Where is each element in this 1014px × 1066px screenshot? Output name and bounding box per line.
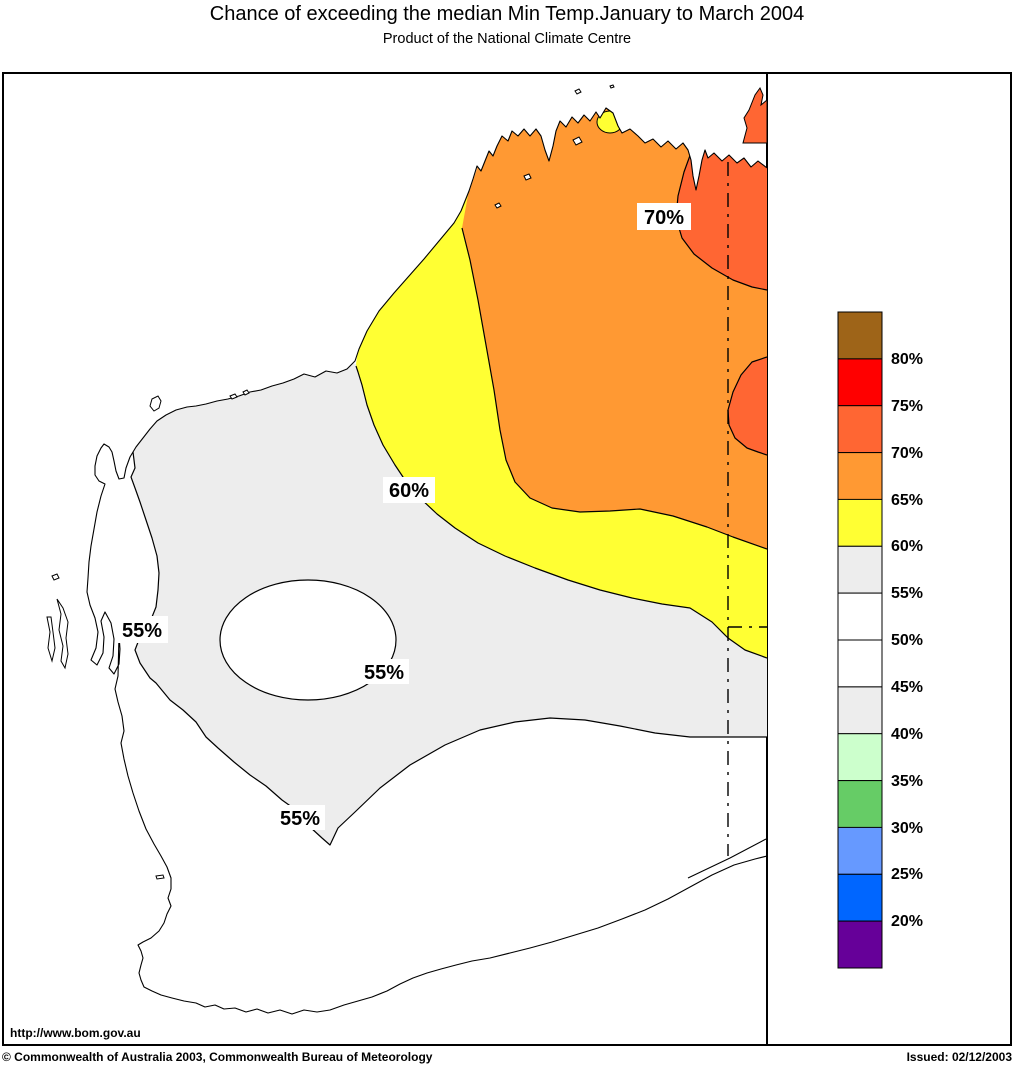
- contour-label-text: 60%: [389, 480, 429, 502]
- contour-label-bg: [383, 477, 435, 503]
- issued-date: Issued: 02/12/2003: [906, 1050, 1012, 1064]
- legend-swatch-60: [837, 545, 883, 594]
- contour-label-text: 55%: [280, 808, 320, 830]
- legend-swatch-30: [837, 826, 883, 875]
- barrow-island: [149, 395, 162, 412]
- legend-label: 30%: [891, 820, 923, 837]
- shark-bay-islet: [51, 573, 60, 581]
- legend-swatch-50: [837, 639, 883, 688]
- contour-70-north: [675, 149, 767, 291]
- contour-label-70: 70%: [637, 203, 691, 230]
- contour-label-bg: [637, 203, 691, 230]
- contour-65: [461, 227, 767, 550]
- legend-swatch-45: [837, 686, 883, 735]
- band-55-60: [131, 362, 767, 845]
- shark-bay-island: [46, 616, 56, 663]
- legend-swatch-35: [837, 780, 883, 828]
- contour-label-55-west: 55%: [116, 616, 168, 643]
- legend-swatch-55: [837, 592, 883, 641]
- legend: 80% 75% 70% 65% 60% 55% 50% 45% 40% 35% …: [837, 311, 923, 969]
- inner-55-contour: [219, 579, 397, 701]
- contour-60: [355, 365, 767, 659]
- legend-label: 70%: [891, 445, 923, 462]
- contour-label-bg: [276, 805, 325, 830]
- legend-swatch-85-plus: [837, 311, 883, 360]
- bight-coast-line: [687, 838, 767, 879]
- dampier-islet: [229, 393, 238, 400]
- kimberley-islet: [572, 136, 583, 146]
- legend-swatch-75: [837, 405, 883, 454]
- legend-swatch-65: [837, 498, 883, 547]
- kimberley-islet: [609, 84, 615, 89]
- legend-swatch-70: [837, 452, 883, 501]
- legend-swatch-40: [837, 733, 883, 782]
- nt-land-corner: [742, 86, 767, 144]
- contour-label-bg: [116, 616, 168, 643]
- contour-label-text: 70%: [644, 207, 684, 229]
- rottnest-island: [155, 874, 165, 880]
- legend-label: 35%: [891, 773, 923, 790]
- contour-label-60: 60%: [383, 477, 435, 503]
- contour-label-text: 55%: [364, 662, 404, 684]
- kimberley-islet: [574, 88, 582, 95]
- legend-label: 25%: [891, 866, 923, 883]
- legend-label: 75%: [891, 398, 923, 415]
- shark-bay-island: [56, 598, 69, 670]
- page-title: Chance of exceeding the median Min Temp.…: [209, 3, 805, 25]
- band-70-75-east: [728, 357, 767, 455]
- legend-label: 55%: [891, 585, 923, 602]
- contour-label-55-mid: 55%: [360, 659, 409, 684]
- legend-swatch-25: [837, 873, 883, 922]
- legend-label: 80%: [891, 351, 923, 368]
- legend-label: 50%: [891, 632, 923, 649]
- wa-coastline: [86, 107, 767, 1015]
- legend-label: 40%: [891, 726, 923, 743]
- kimberley-islet: [494, 202, 502, 209]
- kimberley-islet: [523, 173, 532, 181]
- copyright-text: © Commonwealth of Australia 2003, Common…: [2, 1050, 433, 1064]
- page-subtitle: Product of the National Climate Centre: [382, 31, 632, 47]
- bom-url: http://www.bom.gov.au: [10, 1026, 141, 1040]
- contour-55: [130, 451, 767, 846]
- contour-label-55-south: 55%: [276, 805, 325, 830]
- legend-label: 45%: [891, 679, 923, 696]
- legend-label: 20%: [891, 913, 923, 930]
- contour-label-text: 55%: [122, 620, 162, 642]
- legend-label: 65%: [891, 492, 923, 509]
- legend-swatch-20-minus: [837, 920, 883, 969]
- dampier-islet: [242, 389, 250, 396]
- contour-label-bg: [360, 659, 409, 684]
- legend-swatch-80: [837, 358, 883, 407]
- legend-label: 60%: [891, 538, 923, 555]
